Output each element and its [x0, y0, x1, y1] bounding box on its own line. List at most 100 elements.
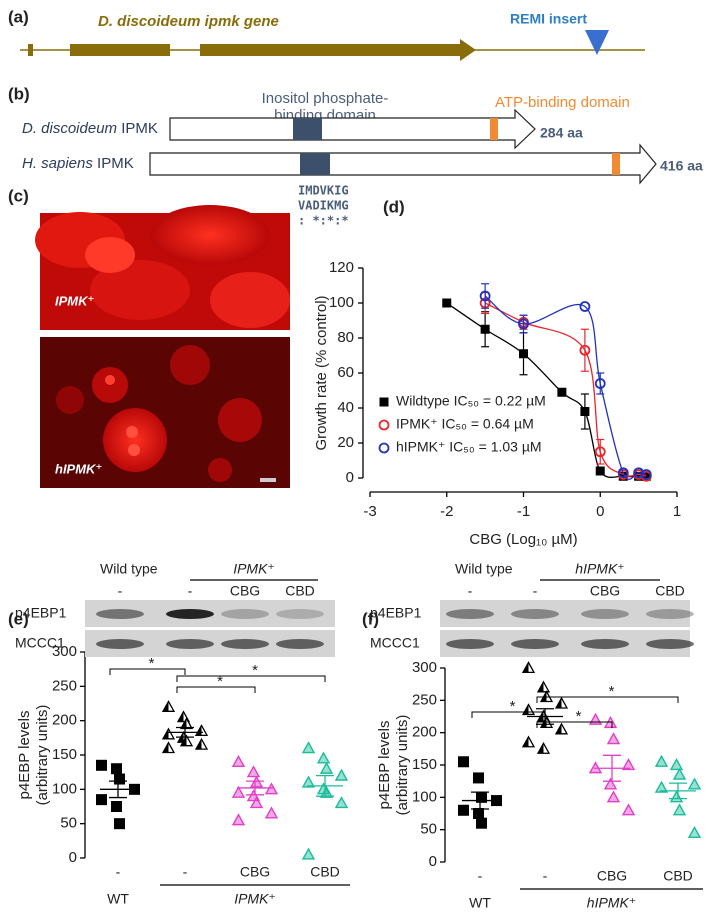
y-axis-label: Growth rate (% control)	[313, 295, 330, 450]
point	[554, 722, 569, 735]
sem-bar	[176, 726, 194, 738]
point	[621, 803, 636, 816]
y-tick-label: 250	[412, 691, 437, 708]
x-tick-label: -	[183, 864, 188, 880]
protein-label: D. discoideum IPMK	[22, 120, 158, 137]
blot-band	[96, 639, 144, 649]
y-tick-label: 0	[69, 849, 77, 866]
point	[473, 772, 484, 784]
lane-label: CBG	[230, 583, 260, 599]
blot-band	[446, 609, 494, 619]
alignment: VADIKMG	[298, 199, 349, 213]
point	[334, 768, 349, 781]
point-half	[196, 739, 202, 750]
point	[249, 775, 264, 788]
significance-bracket	[176, 686, 256, 693]
group-label: WT	[469, 895, 491, 911]
point	[519, 349, 528, 359]
point	[579, 344, 591, 356]
y-tick-label: 300	[412, 659, 437, 676]
blot-band	[276, 609, 324, 619]
panel-label: (c)	[8, 186, 29, 205]
point	[521, 661, 536, 674]
y-tick-label: 300	[52, 643, 77, 660]
lane-label: -	[468, 583, 473, 599]
point	[557, 387, 567, 397]
blot-row-label: MCCC1	[15, 635, 65, 651]
gene-diagram	[20, 30, 645, 61]
sem-bar	[316, 774, 334, 797]
point	[580, 407, 590, 416]
point	[316, 751, 331, 764]
point	[378, 419, 390, 431]
point	[96, 759, 107, 771]
blot-band	[646, 639, 694, 649]
blot-row-label: p4EBP1	[15, 605, 67, 621]
point-half	[523, 736, 529, 747]
blot-band	[166, 639, 214, 649]
point-half	[181, 735, 187, 746]
point	[687, 777, 702, 790]
y-tick-label: 100	[329, 294, 354, 311]
error-bar	[519, 314, 528, 334]
point	[654, 780, 669, 793]
species: D. discoideum	[22, 120, 117, 137]
blot-row-label: MCCC1	[370, 635, 420, 651]
point	[246, 765, 261, 778]
point	[161, 700, 176, 712]
y-tick-label: 100	[52, 780, 77, 797]
blot-row-label: p4EBP1	[370, 605, 422, 621]
point-half	[181, 718, 187, 729]
panel-label: (f)	[362, 609, 379, 628]
point	[334, 796, 349, 809]
panel-label: (d)	[383, 197, 405, 216]
sem-bar	[603, 754, 621, 782]
point	[179, 717, 194, 730]
blot-band	[221, 609, 269, 619]
gene-name: D. discoideum ipmk gene	[98, 13, 279, 30]
point	[640, 469, 652, 480]
point	[96, 794, 107, 806]
point	[536, 741, 551, 754]
point	[480, 324, 490, 334]
blot-header: hIPMK⁺	[575, 561, 624, 577]
insert-label: REMI insert	[510, 11, 587, 27]
legend-label: Wildtype IC₅₀ = 0.22 µM	[396, 393, 546, 409]
point	[473, 808, 484, 819]
y-tick-label: 20	[337, 434, 354, 451]
alignment: IMDVKIG	[298, 184, 349, 198]
point	[634, 471, 644, 481]
blot-band	[446, 639, 494, 649]
x-tick-label: CBG	[240, 864, 270, 880]
panel-label: (e)	[8, 609, 29, 628]
group-label: IPMK⁺	[234, 891, 276, 907]
point	[194, 737, 209, 750]
x-tick-label: CBD	[663, 868, 693, 884]
point-half	[178, 711, 184, 722]
y-tick-label: 150	[52, 746, 77, 763]
point	[654, 754, 669, 767]
blot-band	[581, 639, 629, 649]
point-half	[523, 662, 529, 673]
point	[633, 467, 645, 479]
point-half	[163, 742, 169, 753]
panel-label: (a)	[8, 7, 29, 26]
point	[603, 777, 618, 790]
point	[669, 758, 684, 771]
protein: IPMK	[117, 120, 158, 137]
y-axis-label: p4EBP levels	[16, 711, 33, 800]
point	[301, 847, 316, 860]
x-tick-label: CBG	[597, 868, 627, 884]
point	[231, 785, 246, 798]
sem-bar	[109, 780, 127, 799]
blot-header: Wild type	[455, 561, 513, 577]
point	[554, 696, 569, 709]
y-tick-label: 200	[52, 712, 77, 729]
point	[458, 804, 469, 816]
point	[111, 801, 122, 812]
legend-label: IPMK⁺ IC₅₀ = 0.64 µM	[396, 416, 534, 432]
point	[231, 813, 246, 826]
point	[595, 466, 605, 476]
point	[617, 467, 629, 479]
y-tick-label: 50	[60, 815, 77, 832]
